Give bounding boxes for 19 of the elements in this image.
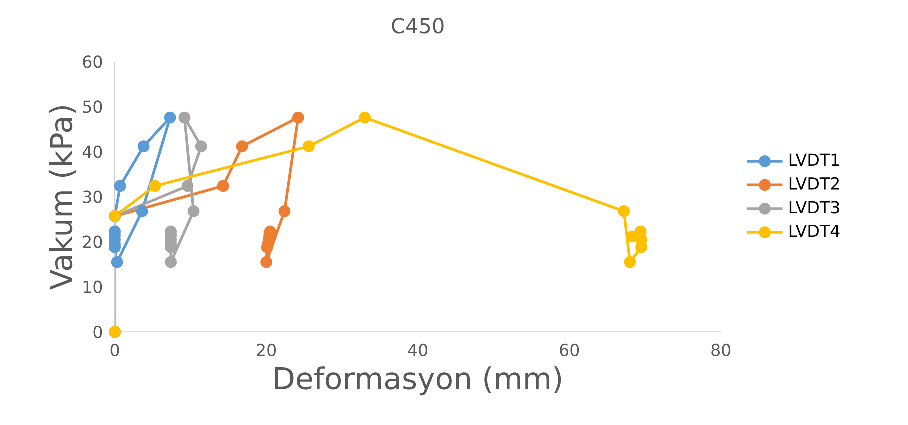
x-tick-label: 40: [408, 344, 428, 356]
y-tick-label: 30: [83, 190, 102, 204]
legend-label: LVDT1: [790, 154, 840, 166]
x-tick-label: 60: [560, 344, 580, 356]
y-tick-label: 60: [83, 56, 102, 68]
y-tick-label: 20: [83, 236, 102, 248]
legend-label: LVDT4: [790, 224, 840, 237]
chart-title: C450: [392, 18, 444, 34]
y-axis-title: Vakum (kPa): [49, 106, 76, 290]
y-tick-label: 50: [83, 100, 102, 114]
x-tick-label: 0: [110, 344, 120, 356]
x-tick-label: 20: [257, 344, 276, 356]
x-axis-title: Deformasyon (mm): [275, 366, 562, 396]
x-tick-label: 80: [712, 344, 731, 356]
y-tick-label: 40: [82, 146, 102, 158]
legend-label: LVDT3: [790, 201, 840, 214]
legend-label: LVDT2: [790, 177, 839, 190]
y-tick-label: 10: [84, 280, 102, 294]
y-tick-label: 0: [94, 326, 102, 338]
